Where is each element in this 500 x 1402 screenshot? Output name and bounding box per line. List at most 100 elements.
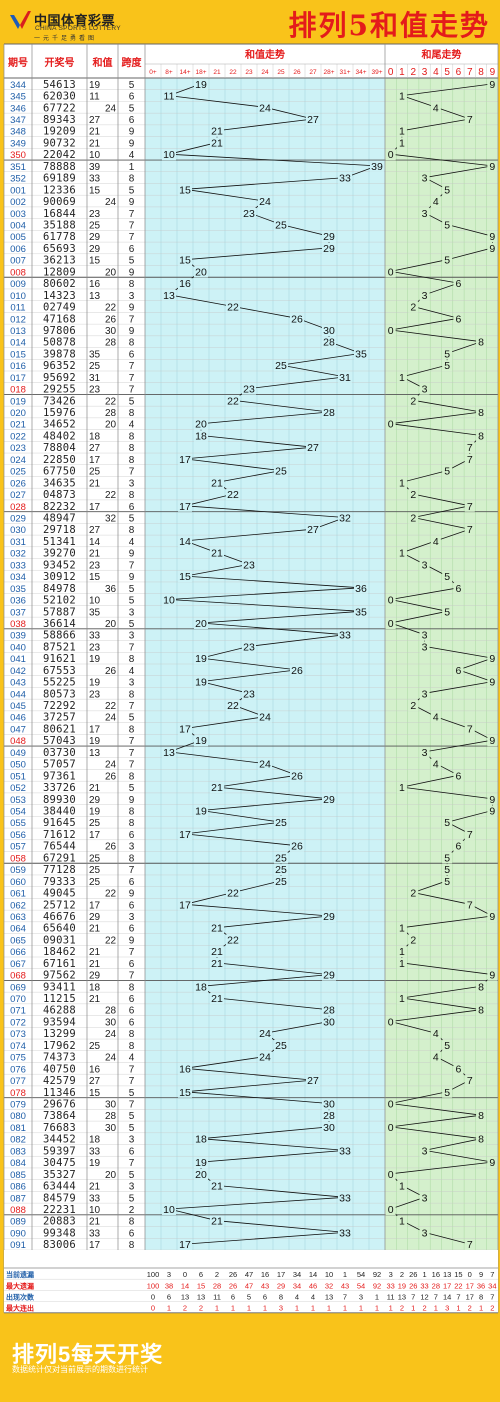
sum-bin-label: 21 bbox=[213, 69, 221, 76]
draw-number: 67722 bbox=[43, 102, 76, 114]
sum-value: 10 bbox=[89, 596, 101, 607]
sum-point-bg bbox=[242, 559, 256, 571]
draw-number: 67291 bbox=[43, 852, 76, 864]
sum-value: 21 bbox=[89, 959, 101, 970]
sum-value: 17 bbox=[89, 830, 101, 841]
sum-value: 22 bbox=[105, 701, 117, 712]
draw-number: 35327 bbox=[43, 1169, 76, 1181]
issue-number: 034 bbox=[10, 572, 26, 583]
tail-point-bg bbox=[453, 664, 464, 676]
sum-bin-label: 0+ bbox=[149, 69, 157, 76]
draw-number: 95692 bbox=[43, 372, 76, 384]
draw-number: 80621 bbox=[43, 723, 76, 735]
tail-point-label: 3 bbox=[422, 173, 428, 185]
sum-point-label: 16 bbox=[179, 278, 191, 290]
issue-number: 045 bbox=[10, 701, 26, 712]
tail-point-bg bbox=[408, 489, 419, 501]
tail-point-label: 1 bbox=[399, 91, 405, 103]
tail-point-label: 2 bbox=[410, 302, 416, 314]
sum-point-bg bbox=[178, 500, 192, 512]
draw-number: 16844 bbox=[43, 208, 76, 220]
tail-point-bg bbox=[442, 875, 453, 887]
issue-number: 040 bbox=[10, 642, 26, 653]
tail-point-bg bbox=[442, 606, 453, 618]
sum-value: 25 bbox=[89, 818, 101, 829]
tail-point-label: 0 bbox=[388, 1204, 394, 1216]
tail-point-label: 7 bbox=[467, 442, 473, 454]
sum-point-label: 39 bbox=[371, 161, 383, 173]
tail-point-bg bbox=[442, 254, 453, 266]
span-value: 7 bbox=[129, 385, 135, 396]
sum-point-bg bbox=[322, 242, 336, 254]
tail-point-label: 2 bbox=[410, 395, 416, 407]
tail-point-label: 9 bbox=[489, 677, 495, 689]
tail-point-label: 8 bbox=[478, 1005, 484, 1017]
sum-value: 21 bbox=[89, 994, 101, 1005]
sum-value: 25 bbox=[89, 1041, 101, 1052]
sum-point-bg bbox=[322, 1121, 336, 1133]
tail-point-bg bbox=[396, 137, 407, 149]
sum-point-label: 29 bbox=[323, 970, 335, 982]
sum-point-label: 10 bbox=[163, 1204, 175, 1216]
issue-number: 015 bbox=[10, 349, 26, 360]
tail-point-label: 6 bbox=[456, 770, 462, 782]
tail-point-bg bbox=[464, 828, 475, 840]
sum-point-bg bbox=[162, 1203, 176, 1215]
tail-point-bg bbox=[487, 676, 498, 688]
draw-number: 13299 bbox=[43, 1028, 76, 1040]
sum-value: 24 bbox=[105, 1053, 117, 1064]
tail-point-label: 5 bbox=[444, 1040, 450, 1052]
tail-point-bg bbox=[396, 371, 407, 383]
tail-point-label: 3 bbox=[422, 1192, 428, 1204]
span-value: 8 bbox=[129, 338, 135, 349]
sum-point-bg bbox=[210, 547, 224, 559]
tail-point-bg bbox=[453, 840, 464, 852]
span-value: 3 bbox=[129, 607, 135, 618]
tail-point-bg bbox=[385, 594, 396, 606]
tail-point-label: 3 bbox=[422, 1227, 428, 1239]
stat-sum-value: 0 bbox=[183, 1270, 187, 1279]
span-value: 4 bbox=[129, 537, 135, 548]
tail-point-bg bbox=[396, 90, 407, 102]
sum-point-bg bbox=[162, 289, 176, 301]
sum-point-label: 26 bbox=[291, 665, 303, 677]
draw-number: 76683 bbox=[43, 1122, 76, 1134]
column-header: 和值 bbox=[92, 56, 113, 69]
sum-point-bg bbox=[226, 301, 240, 313]
tail-point-label: 3 bbox=[422, 630, 428, 642]
sum-value: 33 bbox=[89, 1193, 101, 1204]
issue-number: 007 bbox=[10, 256, 26, 267]
tail-point-label: 9 bbox=[489, 243, 495, 255]
tail-point-label: 1 bbox=[399, 782, 405, 794]
tail-point-bg bbox=[476, 981, 487, 993]
span-value: 7 bbox=[129, 947, 135, 958]
sum-point-label: 24 bbox=[259, 1052, 271, 1064]
issue-number: 348 bbox=[10, 127, 26, 138]
issue-number: 013 bbox=[10, 326, 26, 337]
sum-point-label: 23 bbox=[243, 688, 255, 700]
tail-point-bg bbox=[487, 78, 498, 90]
sum-point-bg bbox=[226, 700, 240, 712]
tail-point-bg bbox=[442, 1086, 453, 1098]
stat-tail-value: 36 bbox=[477, 1281, 485, 1290]
tail-point-label: 5 bbox=[444, 348, 450, 360]
tail-point-label: 5 bbox=[444, 852, 450, 864]
header: 中国体育彩票 CHINA SPORTS LOTTERY 一元千足勇看图 排列5和… bbox=[0, 0, 500, 44]
sum-point-bg bbox=[338, 512, 352, 524]
draw-number: 33726 bbox=[43, 782, 76, 794]
tail-trend-header: 和尾走势 bbox=[421, 48, 462, 61]
tail-point-bg bbox=[453, 770, 464, 782]
sum-point-bg bbox=[274, 817, 288, 829]
sum-point-label: 28 bbox=[323, 1005, 335, 1017]
tail-point-bg bbox=[487, 793, 498, 805]
sum-bin-label: 24 bbox=[261, 69, 269, 76]
span-value: 3 bbox=[129, 1135, 135, 1146]
span-value: 9 bbox=[129, 197, 135, 208]
sum-bin-label: 31+ bbox=[339, 69, 350, 76]
draw-number: 76544 bbox=[43, 841, 76, 853]
logo-text-cn: 中国体育彩票 bbox=[34, 13, 116, 28]
stat-sum-value: 34 bbox=[293, 1281, 301, 1290]
sum-point-label: 24 bbox=[259, 759, 271, 771]
stat-sum-value: 17 bbox=[277, 1270, 285, 1279]
draw-number: 39270 bbox=[43, 548, 76, 560]
